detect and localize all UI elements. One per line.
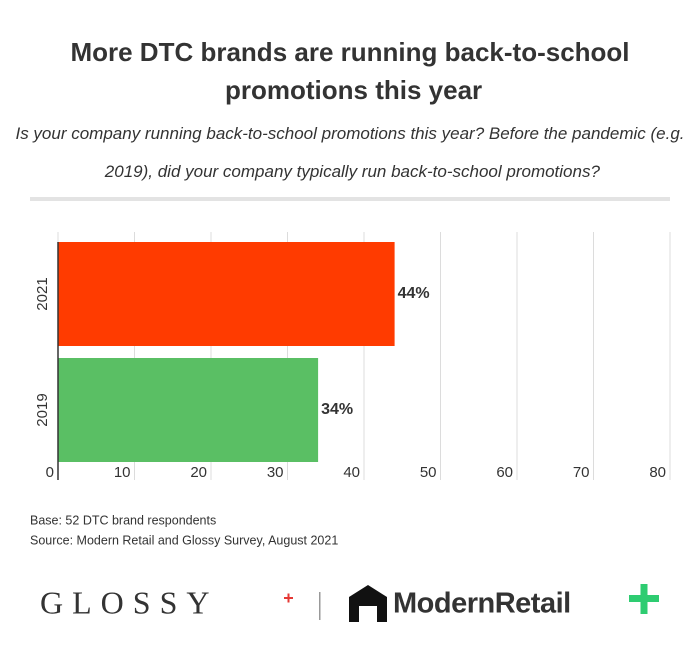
logo-glossy: GLOSSY (40, 584, 218, 620)
footer-base: Base: 52 DTC brand respondents (30, 513, 216, 527)
x-tick-label: 0 (46, 464, 54, 481)
subtitle-line-1: Is your company running back-to-school p… (15, 124, 684, 143)
glossy-plus (284, 593, 293, 603)
y-tick-label: 2019 (34, 393, 51, 426)
x-tick-label: 30 (267, 464, 284, 481)
bar (58, 242, 395, 346)
chart-title: More DTC brands are running back-to-scho… (70, 37, 629, 105)
x-tick-label: 80 (649, 464, 666, 481)
bar (58, 358, 319, 462)
title-line-1: More DTC brands are running back-to-scho… (70, 37, 629, 67)
x-tick-label: 60 (496, 464, 513, 481)
modernretail-plus (629, 584, 659, 614)
x-tick-label: 20 (190, 464, 207, 481)
x-tick-label: 50 (420, 464, 437, 481)
x-tick-label: 10 (114, 464, 131, 481)
subtitle-line-2: 2019), did your company typically run ba… (100, 162, 600, 181)
data-label: 34% (321, 401, 353, 418)
x-tick-label: 70 (573, 464, 590, 481)
modernretail-icon (349, 585, 387, 622)
plot: 0 10 20 30 40 50 60 70 80 44% 2021 34% 2019 (34, 232, 671, 481)
footer-source: Source: Modern Retail and Glossy Survey,… (30, 533, 338, 547)
chart-subtitle: Is your company running back-to-school p… (15, 124, 684, 181)
title-line-2: promotions this year (218, 75, 482, 105)
data-label: 44% (398, 285, 430, 302)
separator (30, 197, 670, 201)
logo-modernretail: ModernRetail (393, 588, 571, 620)
logo-divider (319, 592, 321, 620)
x-tick-label: 40 (343, 464, 360, 481)
y-tick-label: 2021 (34, 277, 51, 310)
